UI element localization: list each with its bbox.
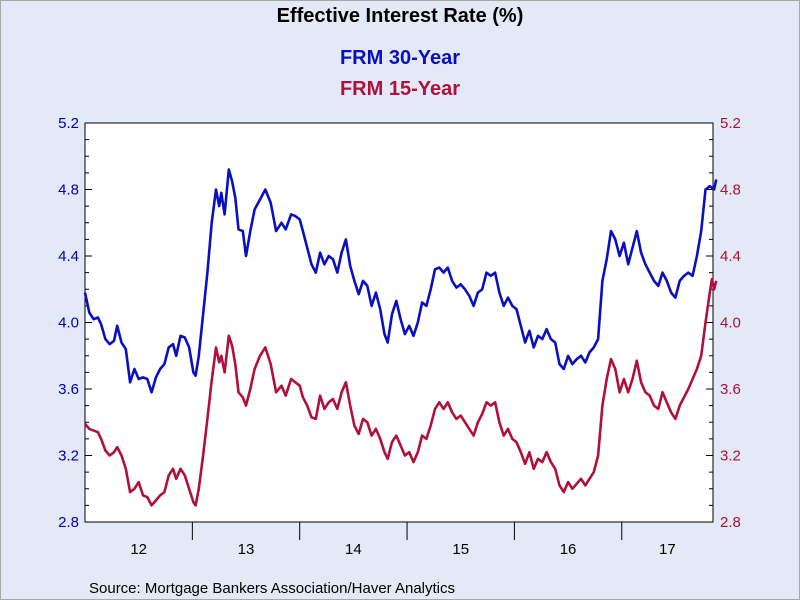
series-line-frm-15-year: [84, 278, 718, 507]
source-note: Source: Mortgage Bankers Association/Hav…: [89, 580, 455, 597]
y-tick-label-left-3: 4.0: [58, 315, 79, 332]
y-tick-label-left-2: 3.6: [58, 381, 79, 398]
y-tick-label-right-5: 4.8: [720, 182, 741, 199]
series-line-frm-30-year: [83, 168, 718, 394]
x-tick-label-3: 15: [452, 541, 469, 558]
plot-area: [84, 122, 714, 523]
y-tick-label-left-1: 3.2: [58, 448, 79, 465]
y-tick-label-left-0: 2.8: [58, 514, 79, 531]
x-tick-label-4: 16: [560, 541, 577, 558]
y-tick-label-left-6: 5.2: [58, 115, 79, 132]
chart-title: Effective Interest Rate (%): [277, 5, 524, 27]
legend-label-30yr: FRM 30-Year: [340, 47, 460, 69]
series-group: [83, 168, 718, 507]
x-tick-label-5: 17: [659, 541, 676, 558]
y-tick-label-right-4: 4.4: [720, 248, 741, 265]
y-tick-label-left-5: 4.8: [58, 182, 79, 199]
y-axis-right: 2.8 3.2 3.6 4.0 4.4 4.8 5.2: [706, 115, 741, 531]
legend-label-15yr: FRM 15-Year: [340, 78, 460, 100]
y-tick-label-right-6: 5.2: [720, 115, 741, 132]
y-tick-label-right-3: 4.0: [720, 315, 741, 332]
x-tick-label-2: 14: [345, 541, 362, 558]
y-tick-label-left-4: 4.4: [58, 248, 79, 265]
y-tick-label-right-0: 2.8: [720, 514, 741, 531]
y-axis-left: 2.8 3.2 3.6 4.0 4.4 4.8 5.2: [58, 115, 92, 531]
y-tick-label-right-2: 3.6: [720, 381, 741, 398]
x-tick-label-1: 13: [238, 541, 255, 558]
x-tick-label-0: 12: [130, 541, 147, 558]
x-axis: 12 13 14 15 16 17: [130, 522, 676, 558]
y-tick-label-right-1: 3.2: [720, 448, 741, 465]
